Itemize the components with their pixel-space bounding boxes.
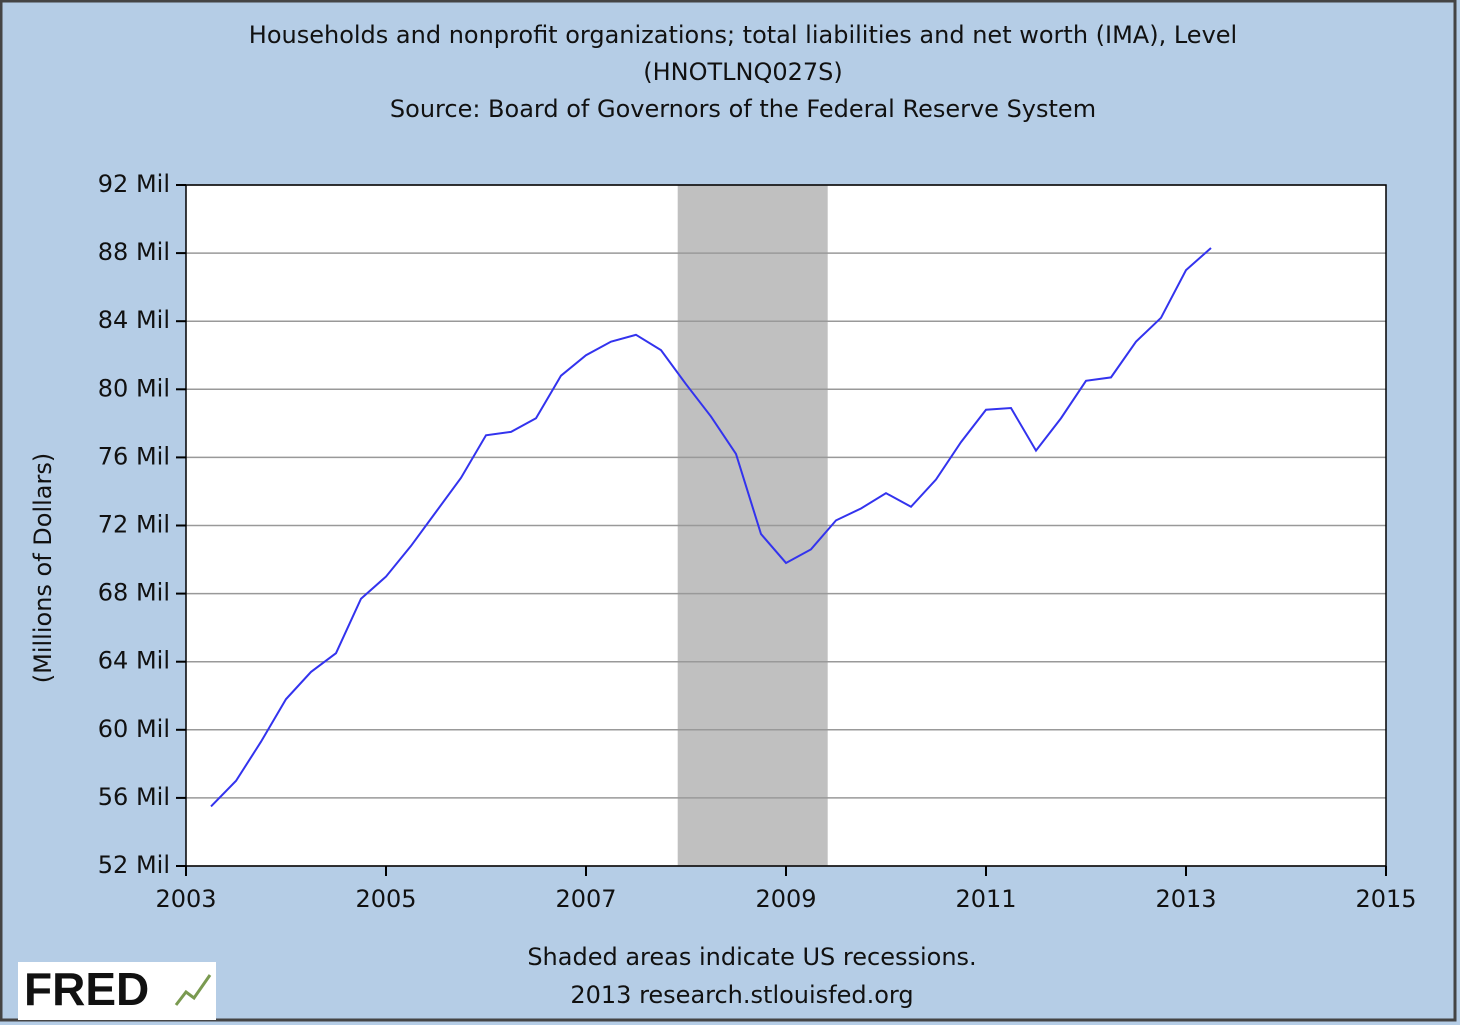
chart-title: Households and nonprofit organizations; … — [249, 21, 1237, 49]
y-tick-label: 72 Mil — [98, 511, 170, 539]
x-tick-label: 2009 — [755, 885, 816, 913]
y-axis-label: (Millions of Dollars) — [29, 453, 57, 683]
x-tick-label: 2013 — [1155, 885, 1216, 913]
y-tick-label: 76 Mil — [98, 442, 170, 470]
y-tick-label: 60 Mil — [98, 715, 170, 743]
x-tick-label: 2003 — [155, 885, 216, 913]
x-tick-label: 2005 — [355, 885, 416, 913]
logo-box — [18, 962, 216, 1020]
y-tick-label: 52 Mil — [98, 851, 170, 879]
y-tick-label: 68 Mil — [98, 579, 170, 607]
plot-border — [185, 184, 1387, 867]
logo-icon — [174, 974, 212, 1006]
y-tick-label: 88 Mil — [98, 238, 170, 266]
chart-title: (HNOTLNQ027S) — [643, 58, 843, 86]
y-tick-label: 64 Mil — [98, 647, 170, 675]
y-tick-label: 84 Mil — [98, 306, 170, 334]
logo: FRED — [24, 963, 149, 1015]
line — [210, 247, 1212, 808]
chart-subtitle: Source: Board of Governors of the Federa… — [390, 95, 1096, 123]
x-tick-label: 2007 — [555, 885, 616, 913]
x-tick-label: 2011 — [955, 885, 1016, 913]
y-tick-label: 56 Mil — [98, 783, 170, 811]
credit: 2013 research.stlouisfed.org — [570, 981, 913, 1009]
note: Shaded areas indicate US recessions. — [527, 943, 976, 971]
y-tick-label: 80 Mil — [98, 374, 170, 402]
y-tick-label: 92 Mil — [98, 170, 170, 198]
x-tick-label: 2015 — [1355, 885, 1416, 913]
